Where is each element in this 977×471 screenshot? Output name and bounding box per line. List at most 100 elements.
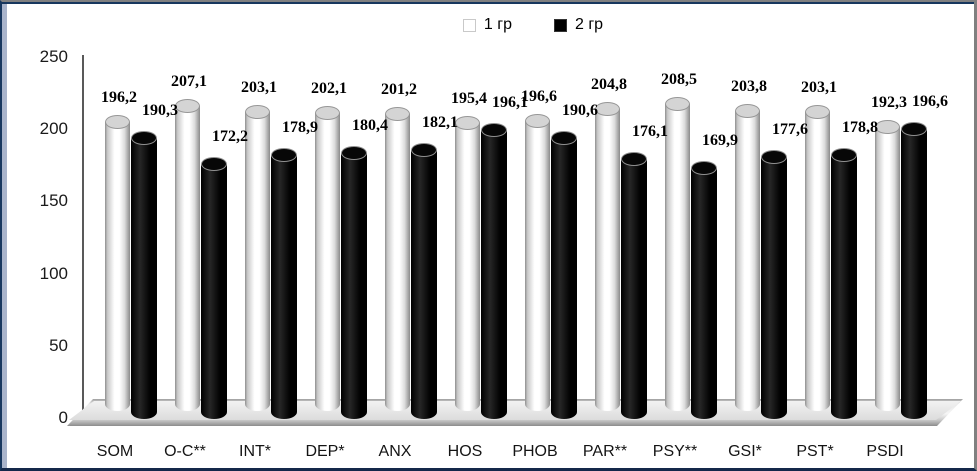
- bar-2gr-PAR**: [621, 151, 647, 419]
- cylinder-top: [551, 130, 577, 145]
- value-label-1gr-O-C**: 207,1: [171, 72, 207, 90]
- value-label-2gr-PAR**: 176,1: [632, 122, 668, 140]
- cylinder-top: [901, 122, 927, 137]
- bar-1gr-INT*: [244, 104, 270, 411]
- cylinder-top: [874, 120, 900, 135]
- legend-label-series2: 2 гр: [575, 16, 604, 33]
- category-label-DEP*: DEP*: [305, 443, 345, 460]
- y-axis-tick-label: 200: [39, 119, 68, 139]
- cylinder-top: [131, 131, 157, 146]
- cylinder-top: [314, 106, 340, 121]
- cylinder-top: [734, 103, 760, 118]
- cylinder-body: [761, 156, 787, 419]
- cylinder-body: [734, 110, 760, 411]
- value-label-2gr-SOM: 190,3: [142, 102, 178, 120]
- cylinder-top: [804, 104, 830, 119]
- y-axis-tick-label: 150: [39, 191, 68, 211]
- cylinder-top: [831, 147, 857, 162]
- cylinder-body: [691, 167, 717, 419]
- cylinder-top: [271, 147, 297, 162]
- legend-item-series2: 2 гр: [554, 16, 603, 34]
- bar-2gr-PST*: [831, 147, 857, 419]
- category-label-PHOB: PHOB: [512, 443, 558, 460]
- category-label-SOM: SOM: [96, 443, 134, 460]
- value-label-2gr-PSDI: 196,6: [912, 93, 948, 111]
- cylinder-top: [411, 143, 437, 158]
- cylinder-top: [481, 122, 507, 137]
- value-label-1gr-PSY**: 208,5: [661, 70, 697, 88]
- bar-2gr-PHOB: [551, 130, 577, 419]
- legend-swatch-series1-icon: [462, 18, 476, 32]
- category-label-PST*: PST*: [796, 443, 834, 460]
- bar-2gr-HOS: [481, 122, 507, 419]
- value-label-2gr-DEP*: 180,4: [352, 116, 388, 134]
- legend: 1 гр 2 гр: [47, 16, 974, 34]
- category-label-PSDI: PSDI: [866, 443, 904, 460]
- cylinder-top: [454, 115, 480, 130]
- bar-1gr-ANX: [384, 107, 410, 411]
- category-label-O-C**: O-C**: [164, 443, 206, 460]
- bar-1gr-O-C**: [174, 98, 200, 411]
- legend-label-series1: 1 гр: [483, 16, 512, 33]
- cylinder-body: [244, 111, 270, 411]
- value-label-1gr-PSDI: 192,3: [871, 94, 907, 112]
- cylinder-body: [831, 154, 857, 419]
- y-axis-tick-label: 0: [58, 408, 68, 427]
- bar-1gr-PSY**: [664, 96, 690, 411]
- cylinder-body: [524, 121, 550, 411]
- cylinder-top: [341, 145, 367, 160]
- value-label-2gr-PST*: 178,8: [842, 118, 878, 136]
- value-label-1gr-PST*: 203,1: [801, 78, 837, 96]
- cylinder-body: [341, 152, 367, 419]
- cylinder-top: [174, 98, 200, 113]
- value-label-1gr-SOM: 196,2: [101, 88, 137, 106]
- cylinder-top: [594, 102, 620, 117]
- legend-swatch-series2-icon: [554, 18, 567, 32]
- category-label-ANX: ANX: [378, 443, 412, 460]
- bar-2gr-ANX: [411, 143, 437, 419]
- cylinder-top: [761, 149, 787, 164]
- value-label-1gr-ANX: 201,2: [381, 81, 417, 99]
- bar-2gr-DEP*: [341, 145, 367, 419]
- bar-1gr-PST*: [804, 104, 830, 411]
- bar-2gr-GSI*: [761, 149, 787, 419]
- category-label-INT*: INT*: [239, 443, 271, 460]
- cylinder-body: [104, 121, 130, 411]
- cylinder-body: [174, 105, 200, 411]
- cylinder-top: [621, 151, 647, 166]
- bar-2gr-SOM: [131, 131, 157, 419]
- value-label-2gr-PSY**: 169,9: [702, 131, 738, 149]
- cylinder-body: [874, 127, 900, 411]
- value-label-2gr-O-C**: 172,2: [212, 128, 248, 146]
- category-label-PSY**: PSY**: [652, 443, 698, 460]
- cylinder-top: [384, 107, 410, 122]
- cylinder-top: [104, 114, 130, 129]
- cylinder-body: [201, 164, 227, 419]
- bar-1gr-GSI*: [734, 103, 760, 411]
- value-label-1gr-HOS: 195,4: [451, 89, 487, 107]
- category-label-GSI*: GSI*: [728, 443, 762, 460]
- value-label-2gr-HOS: 196,1: [492, 93, 528, 111]
- bar-1gr-PAR**: [594, 102, 620, 411]
- cylinder-body: [594, 109, 620, 411]
- value-label-2gr-ANX: 182,1: [422, 114, 458, 132]
- y-axis-tick-label: 100: [39, 263, 68, 283]
- value-label-1gr-INT*: 203,1: [241, 78, 277, 96]
- cylinder-body: [481, 129, 507, 419]
- cylinder-top: [524, 114, 550, 129]
- bar-2gr-INT*: [271, 147, 297, 419]
- value-label-1gr-PHOB: 196,6: [521, 88, 557, 106]
- cylinder-body: [901, 129, 927, 419]
- cylinder-top: [201, 157, 227, 172]
- value-label-1gr-PAR**: 204,8: [591, 76, 627, 94]
- cylinder-body: [271, 154, 297, 419]
- cylinder-body: [314, 113, 340, 411]
- value-label-2gr-INT*: 178,9: [282, 118, 318, 136]
- bar-1gr-PHOB: [524, 114, 550, 411]
- bar-1gr-PSDI: [874, 120, 900, 411]
- bar-2gr-PSY**: [691, 160, 717, 419]
- y-axis-tick-label: 250: [39, 47, 68, 66]
- cylinder-body: [551, 137, 577, 419]
- cylinder-top: [244, 104, 270, 119]
